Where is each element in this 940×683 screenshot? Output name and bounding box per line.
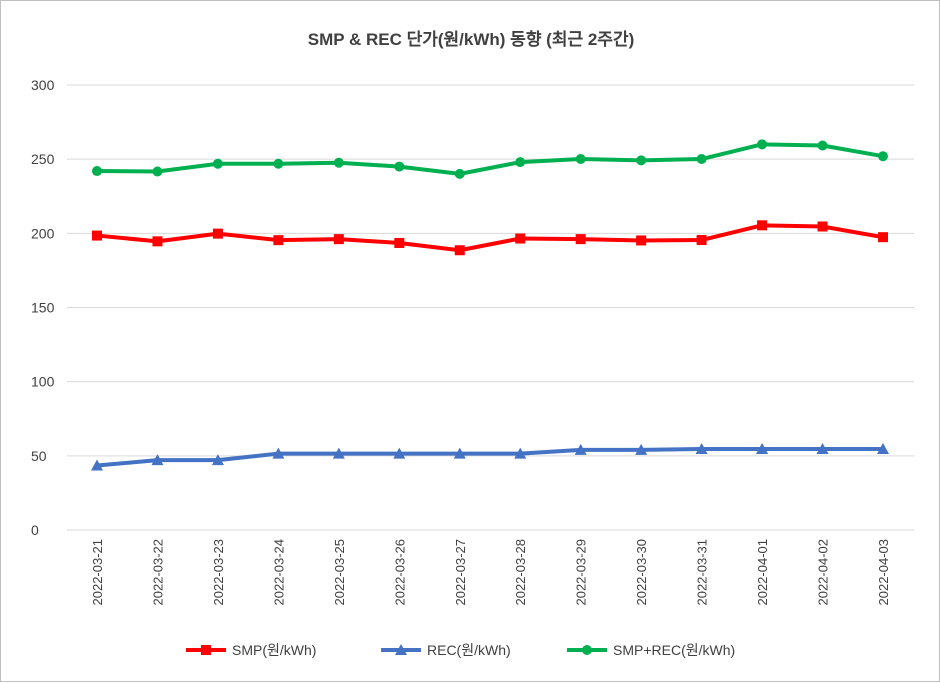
data-point xyxy=(757,220,768,231)
data-point xyxy=(92,166,102,177)
data-point xyxy=(152,166,163,177)
y-tick-label: 250 xyxy=(31,151,55,167)
legend[interactable]: SMP(원/kWh) REC(원/kWh) SMP+REC(원/kWh) xyxy=(186,642,735,658)
data-point xyxy=(514,447,527,459)
data-point xyxy=(575,154,586,165)
data-point xyxy=(454,245,465,256)
x-tick-label: 2022-04-02 xyxy=(816,539,831,606)
series-line xyxy=(95,223,885,253)
legend-item-0[interactable]: SMP(원/kWh) xyxy=(186,642,316,658)
legend-marker xyxy=(201,645,211,655)
data-point xyxy=(454,168,465,179)
gridlines xyxy=(67,84,914,531)
chart-title: SMP & REC 단가(원/kWh) 동향 (최근 2주간) xyxy=(308,29,635,49)
x-tick-label: 2022-03-26 xyxy=(392,539,407,606)
legend-marker xyxy=(582,645,592,655)
data-point xyxy=(695,443,708,455)
data-point xyxy=(332,447,345,459)
data-point xyxy=(273,158,284,169)
data-point xyxy=(151,454,164,466)
data-point xyxy=(453,447,466,459)
data-point xyxy=(212,158,223,169)
data-point xyxy=(696,235,707,246)
data-point xyxy=(211,454,224,466)
data-point xyxy=(272,447,285,459)
data-point xyxy=(816,443,829,455)
x-tick-label: 2022-03-22 xyxy=(150,539,165,606)
series-1 xyxy=(91,443,889,471)
x-tick-label: 2022-04-03 xyxy=(876,539,891,606)
data-point xyxy=(878,151,888,162)
x-tick-label: 2022-03-24 xyxy=(271,539,286,606)
data-point xyxy=(756,443,769,455)
y-tick-label: 200 xyxy=(31,225,55,241)
data-point xyxy=(574,443,587,455)
legend-item-2[interactable]: SMP+REC(원/kWh) xyxy=(567,642,735,658)
data-point xyxy=(394,237,405,248)
x-tick-label: 2022-03-31 xyxy=(695,539,710,606)
x-tick-label: 2022-03-30 xyxy=(634,539,649,606)
data-point xyxy=(92,230,102,241)
data-point xyxy=(152,236,163,247)
series-0 xyxy=(92,220,888,256)
y-tick-label: 50 xyxy=(31,448,47,464)
y-tick-label: 150 xyxy=(31,300,55,316)
data-point xyxy=(817,221,828,232)
legend-marker xyxy=(395,644,407,655)
data-point xyxy=(575,234,586,245)
data-point xyxy=(394,161,405,172)
x-tick-label: 2022-03-28 xyxy=(513,539,528,606)
series-line xyxy=(95,447,885,468)
data-point xyxy=(212,228,223,239)
y-axis-ticks: 0 50 100 150 200 250 300 xyxy=(31,77,55,538)
data-point xyxy=(333,234,344,245)
data-point xyxy=(273,235,284,246)
x-tick-label: 2022-03-27 xyxy=(453,539,468,606)
legend-label: SMP+REC(원/kWh) xyxy=(613,642,735,658)
x-axis-ticks: 2022-03-21 2022-03-22 2022-03-23 2022-03-24… xyxy=(90,539,891,606)
series-2 xyxy=(92,139,888,179)
legend-label: SMP(원/kWh) xyxy=(232,642,316,658)
series-line xyxy=(95,142,885,176)
x-tick-label: 2022-04-01 xyxy=(755,539,770,606)
data-point xyxy=(636,235,647,246)
data-point xyxy=(817,140,828,151)
data-point xyxy=(635,443,648,455)
data-point xyxy=(333,157,344,168)
data-point xyxy=(877,443,889,455)
data-point xyxy=(757,139,768,150)
legend-label: REC(원/kWh) xyxy=(427,642,511,658)
data-point xyxy=(91,459,103,471)
data-point xyxy=(515,157,526,168)
y-tick-label: 0 xyxy=(31,522,39,538)
x-tick-label: 2022-03-21 xyxy=(90,539,105,606)
data-point xyxy=(636,155,647,166)
series-group xyxy=(91,139,889,471)
x-tick-label: 2022-03-25 xyxy=(332,539,347,606)
y-tick-label: 300 xyxy=(31,77,55,93)
legend-item-1[interactable]: REC(원/kWh) xyxy=(381,642,511,658)
y-tick-label: 100 xyxy=(31,374,55,390)
data-point xyxy=(515,233,526,244)
data-point xyxy=(878,232,888,243)
x-tick-label: 2022-03-29 xyxy=(574,539,589,606)
data-point xyxy=(393,447,406,459)
data-point xyxy=(696,154,707,165)
x-tick-label: 2022-03-23 xyxy=(211,539,226,606)
